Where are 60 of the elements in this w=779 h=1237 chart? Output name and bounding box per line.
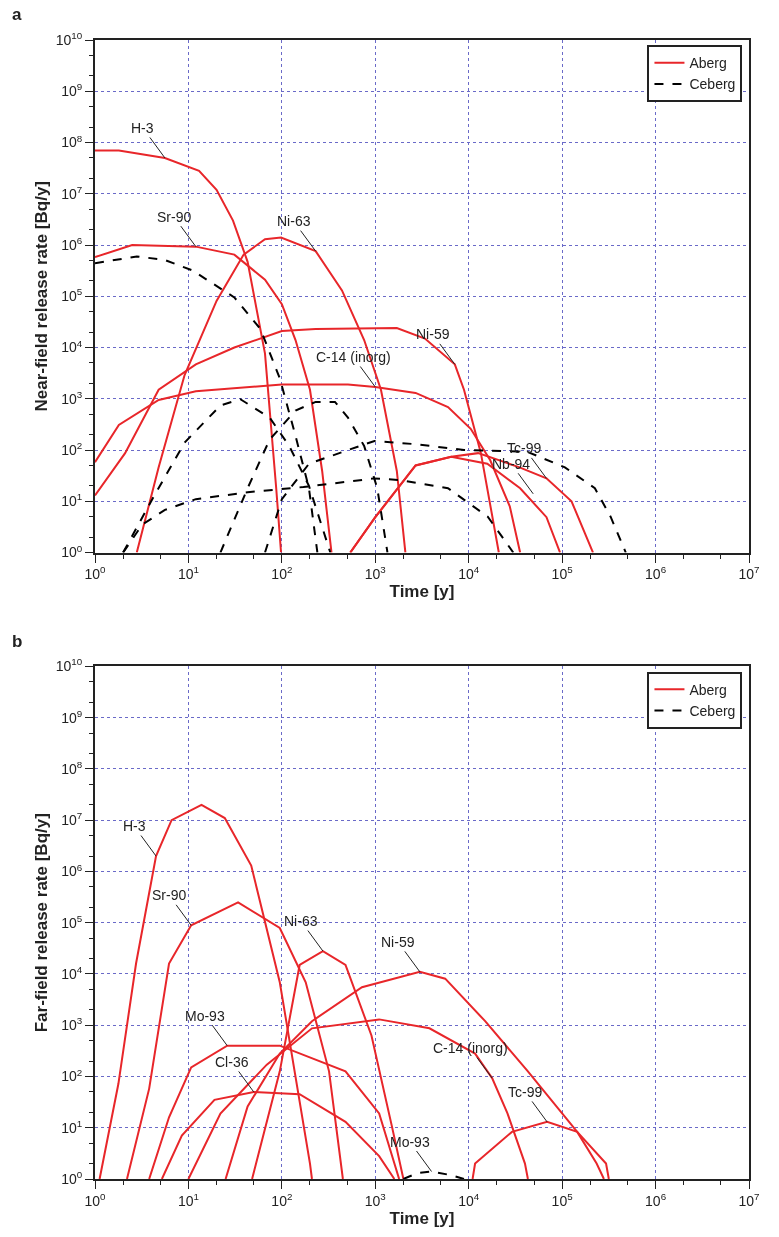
x-tick-label: 10$^{3}$: [364, 1190, 387, 1209]
annotation: Ni-59: [381, 934, 415, 950]
y-axis-title: Near-field release rate [Bq/y]: [31, 181, 51, 412]
annotation: Cl-36: [215, 1054, 249, 1070]
x-tick-label: 10$^{7}$: [738, 1190, 760, 1209]
y-tick-label: 10$^{5}$: [61, 286, 83, 305]
annotation: Sr-90: [152, 887, 187, 903]
y-tick-label: 10$^{8}$: [61, 132, 83, 151]
y-tick-label: 10$^{1}$: [61, 491, 83, 510]
y-tick-label: 10$^{6}$: [61, 861, 83, 880]
x-tick-label: 10$^{5}$: [551, 1190, 574, 1209]
annotation: Ni-63: [277, 213, 311, 229]
x-tick-label: 10$^{1}$: [177, 1190, 199, 1209]
x-tick-label: 10$^{2}$: [271, 564, 293, 583]
y-tick-label: 10$^{10}$: [55, 656, 83, 675]
y-tick-label: 10$^{3}$: [61, 388, 83, 407]
annotation: H-3: [123, 818, 146, 834]
annotation: Mo-93: [185, 1008, 225, 1024]
annotation: Sr-90: [157, 209, 192, 225]
x-axis-title: Time [y]: [389, 1208, 455, 1228]
x-tick-label: 10$^{6}$: [645, 1190, 667, 1209]
y-tick-label: 10$^{2}$: [61, 1066, 83, 1085]
y-tick-label: 10$^{7}$: [61, 183, 83, 202]
x-tick-label: 10$^{3}$: [364, 564, 387, 583]
legend-label: Ceberg: [689, 76, 736, 93]
annotation: Ni-63: [284, 913, 318, 929]
y-tick-label: 10$^{7}$: [61, 810, 83, 829]
y-tick-label: 10$^{4}$: [61, 337, 83, 356]
annotation: H-3: [131, 120, 154, 136]
annotation: Ni-59: [416, 326, 450, 342]
x-tick-label: 10$^{4}$: [458, 1190, 480, 1209]
x-tick-label: 10$^{2}$: [271, 1190, 293, 1209]
x-tick-label: 10$^{5}$: [551, 564, 574, 583]
x-tick-label: 10$^{4}$: [458, 564, 480, 583]
y-tick-label: 10$^{4}$: [61, 964, 83, 982]
chart-title: a: [12, 5, 22, 24]
y-tick-label: 10$^{9}$: [61, 707, 83, 726]
x-axis-title: Time [y]: [389, 582, 455, 602]
y-axis-title: Far-field release rate [Bq/y]: [31, 813, 51, 1033]
y-tick-label: 10$^{5}$: [61, 912, 83, 931]
legend-label: Aberg: [689, 55, 727, 72]
y-tick-label: 10$^{2}$: [61, 440, 83, 458]
annotation: C-14 (inorg): [433, 1040, 508, 1056]
legend-label: Aberg: [689, 681, 727, 698]
x-tick-label: 10$^{1}$: [177, 564, 199, 583]
chart-title: b: [12, 632, 23, 651]
y-tick-label: 10$^{1}$: [61, 1117, 83, 1136]
annotation: Tc-99: [508, 1084, 543, 1100]
y-tick-label: 10$^{8}$: [61, 758, 83, 777]
y-tick-label: 10$^{9}$: [61, 81, 83, 100]
x-tick-label: 10$^{6}$: [645, 564, 667, 583]
y-tick-label: 10$^{10}$: [55, 30, 83, 48]
x-tick-label: 10$^{7}$: [738, 564, 760, 583]
x-tick-label: 10$^{0}$: [84, 1190, 107, 1209]
y-tick-label: 10$^{6}$: [61, 235, 83, 253]
x-tick-label: 10$^{0}$: [84, 564, 107, 583]
legend-label: Ceberg: [689, 702, 736, 719]
y-tick-label: 10$^{3}$: [61, 1015, 83, 1034]
y-tick-label: 10$^{0}$: [61, 542, 83, 561]
y-tick-label: 10$^{0}$: [61, 1169, 83, 1187]
